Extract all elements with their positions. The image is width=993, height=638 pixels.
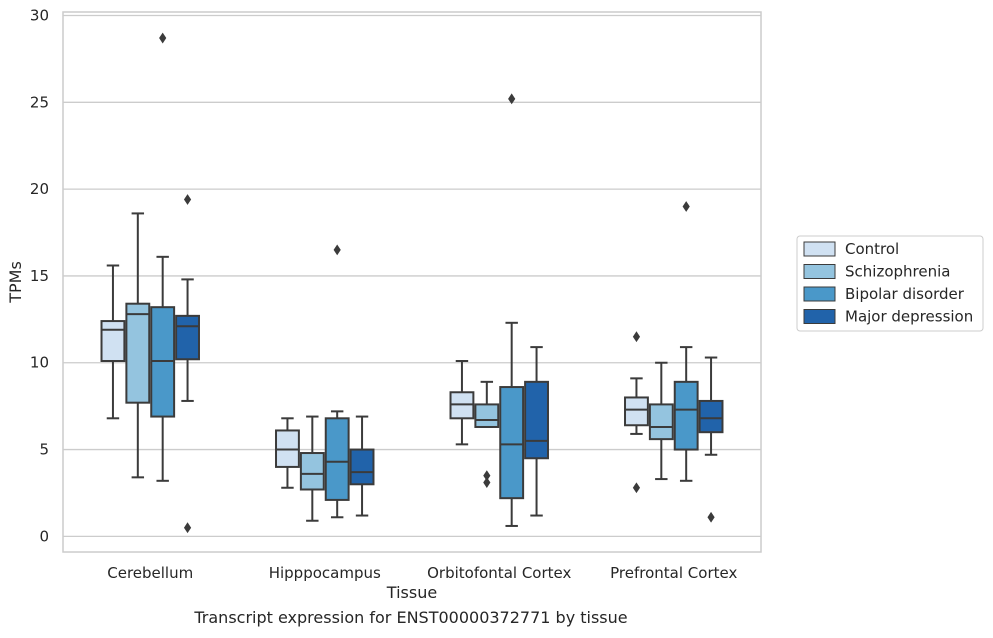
plot-frame — [62, 11, 762, 553]
box-control — [449, 360, 475, 446]
legend-swatch — [803, 264, 836, 279]
box-control — [275, 417, 300, 489]
y-tick-labels: 0 5 10 15 20 25 30 — [30, 6, 49, 545]
box-body — [324, 417, 350, 501]
legend-label: Major depression — [845, 308, 973, 326]
y-tick-label: 15 — [30, 267, 49, 285]
box-body — [524, 380, 549, 460]
y-tick-label: 30 — [30, 6, 49, 24]
box-body — [499, 386, 525, 500]
box-major-depression — [698, 356, 724, 523]
x-axis-label: Tissue — [386, 583, 437, 602]
legend-frame — [796, 235, 984, 332]
x-tick-label: Cerebellum — [107, 564, 193, 582]
x-tick-labels: Cerebellum Hipppocampus Orbitofontal Corte… — [107, 564, 737, 582]
legend-swatch — [803, 309, 836, 324]
boxes — [100, 32, 724, 534]
y-tick-label: 20 — [30, 180, 49, 198]
x-tick-label: Orbitofontal Cortex — [427, 564, 571, 582]
box-major-depression — [175, 194, 200, 534]
box-schizophrenia — [648, 361, 674, 481]
box-body — [474, 403, 500, 428]
box-major-depression — [524, 346, 549, 517]
box-bipolar-disorder — [499, 93, 525, 527]
y-tick-label: 5 — [39, 441, 49, 459]
box-body — [624, 396, 649, 427]
y-tick-label: 0 — [39, 527, 49, 545]
y-tick-label: 10 — [30, 354, 49, 372]
legend-swatch — [803, 241, 836, 257]
box-major-depression — [349, 415, 375, 517]
box-body — [648, 403, 674, 441]
outlier-point — [632, 331, 641, 343]
box-body — [698, 399, 724, 434]
box-schizophrenia — [474, 380, 500, 488]
box-body — [175, 314, 200, 361]
box-body — [299, 452, 325, 491]
legend-label: Bipolar disorder — [845, 285, 965, 303]
x-tick-label: Hipppocampus — [269, 564, 381, 582]
box-bipolar-disorder — [150, 32, 176, 482]
outlier-point — [682, 201, 690, 212]
box-control — [624, 331, 649, 494]
outlier-point — [333, 244, 341, 256]
box-body — [673, 380, 699, 451]
outlier-point — [483, 477, 491, 488]
box-body — [125, 302, 151, 404]
outlier-point — [508, 93, 516, 105]
box-bipolar-disorder — [673, 201, 699, 482]
box-schizophrenia — [125, 212, 151, 479]
outlier-point — [483, 470, 491, 482]
box-body — [349, 448, 375, 486]
legend: Control Schizophrenia Bipolar disorder Majo… — [796, 235, 984, 332]
box-schizophrenia — [299, 415, 325, 522]
y-tick-label: 25 — [30, 93, 49, 111]
box-bipolar-disorder — [324, 244, 350, 519]
outlier-point — [159, 32, 167, 44]
box-control — [100, 264, 126, 420]
x-tick-label: Prefrontal Cortex — [610, 564, 737, 582]
y-axis-label: TPMs — [6, 261, 25, 304]
outlier-point — [632, 482, 641, 494]
legend-label: Schizophrenia — [845, 263, 950, 281]
outlier-point — [707, 511, 715, 523]
outlier-point — [183, 194, 192, 205]
legend-swatch — [803, 286, 836, 302]
figure-caption: Transcript expression for ENST0000037277… — [194, 608, 628, 627]
box-body — [100, 320, 126, 363]
gridlines — [63, 14, 761, 538]
outlier-point — [183, 522, 192, 534]
legend-label: Control — [845, 240, 899, 258]
